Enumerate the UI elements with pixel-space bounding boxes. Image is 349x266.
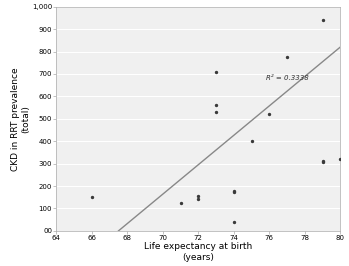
Point (213, 103, 219, 107)
Point (231, 220, 237, 224)
Point (320, 18, 325, 22)
Point (320, 160, 325, 165)
Point (89, 195, 95, 200)
Point (231, 188, 237, 193)
Point (320, 159, 325, 164)
Point (213, 110, 219, 114)
Point (195, 194, 201, 198)
X-axis label: Life expectancy at birth
(years): Life expectancy at birth (years) (144, 242, 252, 262)
Point (195, 197, 201, 202)
Point (178, 201, 183, 205)
Point (284, 55, 290, 59)
Text: R² = 0.3338: R² = 0.3338 (266, 75, 309, 81)
Point (231, 189, 237, 194)
Point (213, 70, 219, 74)
Y-axis label: CKD in RRT prevalence
(total): CKD in RRT prevalence (total) (11, 67, 31, 171)
Point (337, 157, 343, 161)
Point (249, 139, 254, 143)
Point (267, 112, 272, 117)
